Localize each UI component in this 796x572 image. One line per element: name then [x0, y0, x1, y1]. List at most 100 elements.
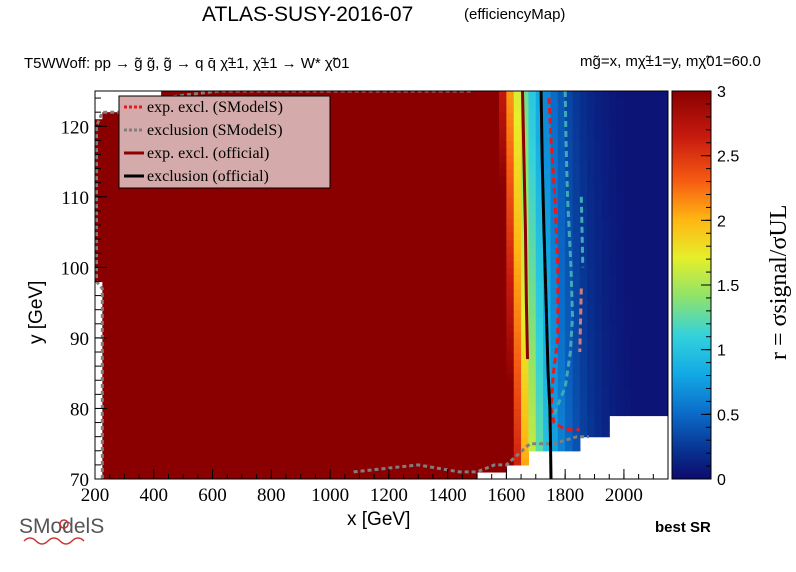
heatmap-cell: [506, 203, 515, 212]
heatmap-cell: [631, 352, 640, 360]
heatmap-cell: [146, 443, 155, 452]
heatmap-cell: [587, 295, 596, 304]
heatmap-cell: [403, 352, 412, 360]
heatmap-cell: [528, 246, 537, 254]
heatmap-cell: [183, 443, 192, 452]
heatmap-cell: [102, 366, 111, 374]
heatmap-cell: [330, 189, 339, 198]
heatmap-cell: [454, 415, 463, 424]
heatmap-cell: [271, 246, 280, 254]
heatmap-cell: [410, 239, 419, 247]
heatmap-cell: [241, 260, 250, 268]
heatmap-cell: [153, 394, 162, 402]
heatmap-cell: [388, 450, 397, 459]
heatmap-cell: [190, 196, 199, 205]
heatmap-cell: [374, 394, 383, 402]
heatmap-cell: [454, 443, 463, 452]
heatmap-cell: [249, 464, 258, 473]
heatmap-cell: [638, 239, 647, 247]
heatmap-cell: [271, 457, 280, 466]
heatmap-cell: [249, 239, 258, 247]
heatmap-cell: [499, 189, 507, 198]
heatmap-cell: [146, 464, 155, 473]
heatmap-cell: [506, 302, 515, 311]
heatmap-cell: [609, 182, 618, 191]
heatmap-cell: [175, 253, 184, 261]
heatmap-cell: [359, 464, 368, 473]
heatmap-cell: [249, 295, 258, 304]
heatmap-cell: [388, 408, 397, 417]
heatmap-cell: [396, 112, 405, 120]
heatmap-cell: [308, 302, 316, 311]
heatmap-cell: [102, 267, 111, 276]
heatmap-cell: [638, 359, 647, 367]
heatmap-cell: [462, 105, 471, 113]
heatmap-cell: [131, 380, 140, 388]
heatmap-cell: [286, 281, 294, 290]
heatmap-cell: [212, 471, 221, 479]
heatmap-cell: [308, 316, 316, 325]
heatmap-cell: [278, 380, 287, 388]
heatmap-cell: [278, 196, 287, 205]
heatmap-cell: [440, 316, 449, 325]
heatmap-cell: [477, 309, 485, 318]
heatmap-cell: [528, 422, 537, 431]
heatmap-cell: [638, 232, 647, 240]
heatmap-cell: [403, 140, 412, 149]
heatmap-cell: [293, 189, 302, 198]
heatmap-cell: [403, 337, 412, 346]
heatmap-cell: [117, 352, 125, 360]
heatmap-cell: [477, 246, 485, 254]
heatmap-cell: [381, 429, 390, 438]
heatmap-cell: [601, 352, 610, 360]
heatmap-cell: [454, 210, 463, 219]
heatmap-cell: [330, 352, 339, 360]
heatmap-cell: [565, 415, 574, 424]
heatmap-cell: [131, 352, 140, 360]
heatmap-cell: [322, 380, 331, 388]
heatmap-cell: [550, 295, 559, 304]
heatmap-cell: [124, 337, 133, 346]
heatmap-cell: [197, 408, 206, 417]
heatmap-cell: [161, 415, 170, 424]
heatmap-cell: [205, 295, 214, 304]
heatmap-cell: [594, 168, 603, 177]
heatmap-cell: [543, 422, 552, 431]
heatmap-cell: [631, 196, 640, 205]
heatmap-cell: [513, 323, 522, 332]
heatmap-cell: [462, 436, 471, 445]
heatmap-cell: [190, 401, 199, 410]
heatmap-cell: [616, 359, 625, 367]
heatmap-cell: [660, 302, 668, 311]
heatmap-cell: [587, 344, 596, 353]
heatmap-cell: [374, 302, 383, 311]
heatmap-cell: [565, 260, 574, 268]
heatmap-cell: [190, 330, 199, 339]
heatmap-cell: [609, 126, 618, 134]
heatmap-cell: [168, 471, 177, 479]
heatmap-cell: [587, 366, 596, 374]
heatmap-cell: [131, 210, 140, 219]
heatmap-cell: [124, 309, 133, 318]
heatmap-cell: [374, 352, 383, 360]
heatmap-cell: [197, 91, 206, 99]
heatmap-cell: [256, 260, 265, 268]
heatmap-cell: [286, 471, 294, 479]
heatmap-cell: [227, 464, 236, 473]
heatmap-cell: [432, 401, 441, 410]
heatmap-cell: [197, 394, 206, 402]
heatmap-cell: [366, 147, 375, 156]
heatmap-cell: [440, 373, 449, 381]
heatmap-cell: [447, 281, 456, 290]
heatmap-cell: [396, 450, 405, 459]
heatmap-cell: [263, 394, 272, 402]
heatmap-cell: [146, 380, 155, 388]
heatmap-cell: [535, 422, 544, 431]
heatmap-cell: [190, 253, 199, 261]
heatmap-cell: [623, 189, 632, 198]
heatmap-cell: [477, 359, 485, 367]
heatmap-cell: [263, 380, 272, 388]
heatmap-cell: [454, 366, 463, 374]
heatmap-cell: [344, 105, 353, 113]
heatmap-cell: [359, 380, 368, 388]
